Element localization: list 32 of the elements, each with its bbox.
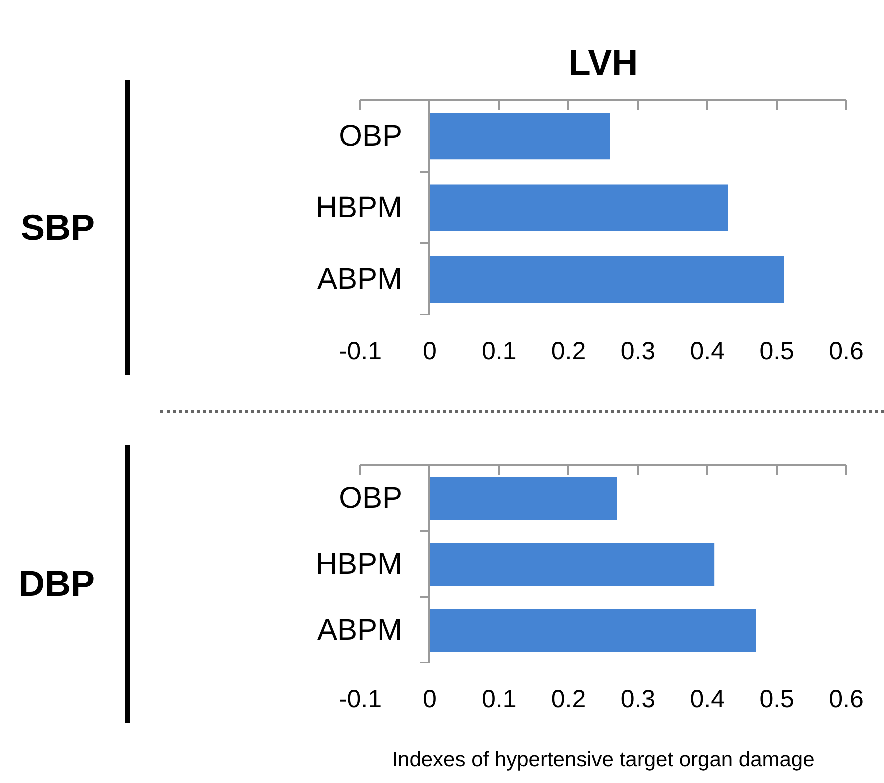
y-tick-label: ABPM (317, 263, 403, 296)
bar (430, 113, 610, 160)
y-axis-title: DBP (18, 562, 95, 606)
x-tick-label: 0.1 (482, 338, 517, 366)
x-tick-label: 0 (422, 686, 437, 714)
x-tick-label: -0.1 (338, 338, 382, 366)
bar (430, 543, 715, 586)
y-tick-label: ABPM (317, 614, 403, 647)
y-axis-title: SBP (20, 206, 95, 250)
x-tick-label: 0.1 (482, 686, 517, 714)
y-tick-label: HBPM (316, 548, 403, 581)
x-tick-label: 0.6 (829, 686, 864, 714)
x-tick-label: 0.2 (551, 686, 586, 714)
x-tick-label: -0.1 (338, 686, 382, 714)
x-tick-label: 0.3 (620, 338, 656, 366)
chart-title: LVH (568, 42, 638, 83)
x-tick-label: 0.3 (620, 686, 656, 714)
bar (430, 184, 728, 232)
x-tick-label: 0.6 (829, 338, 864, 366)
bar (430, 477, 618, 520)
x-tick-label: 0.4 (690, 686, 726, 714)
bar (430, 256, 784, 303)
x-tick-label: 0 (422, 338, 437, 366)
bar (430, 609, 756, 652)
y-tick-label: OBP (339, 482, 403, 515)
x-tick-label: 0.2 (551, 338, 586, 366)
x-tick-label: 0.5 (760, 686, 794, 714)
x-axis-title: Indexes of hypertensive target organ damage (392, 748, 815, 772)
y-tick-label: HBPM (316, 192, 403, 224)
y-tick-label: OBP (339, 120, 403, 153)
x-tick-label: 0.4 (690, 338, 726, 366)
x-tick-label: 0.5 (760, 338, 794, 366)
